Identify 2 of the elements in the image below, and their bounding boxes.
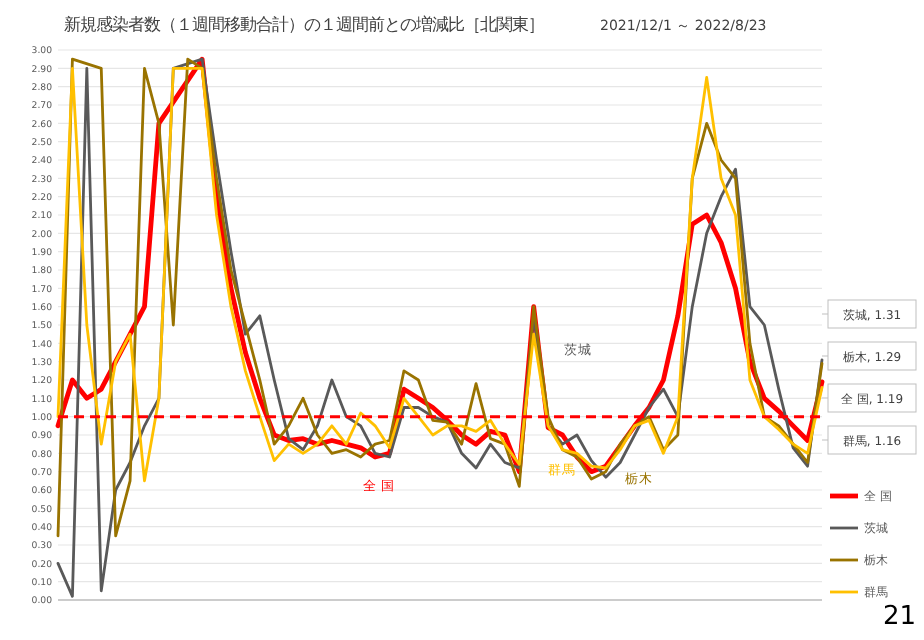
text: 21 [882, 602, 916, 632]
chart-title: 新規感染者数（１週間移動合計）の１週間前との増減比［北関東］ [64, 14, 544, 34]
